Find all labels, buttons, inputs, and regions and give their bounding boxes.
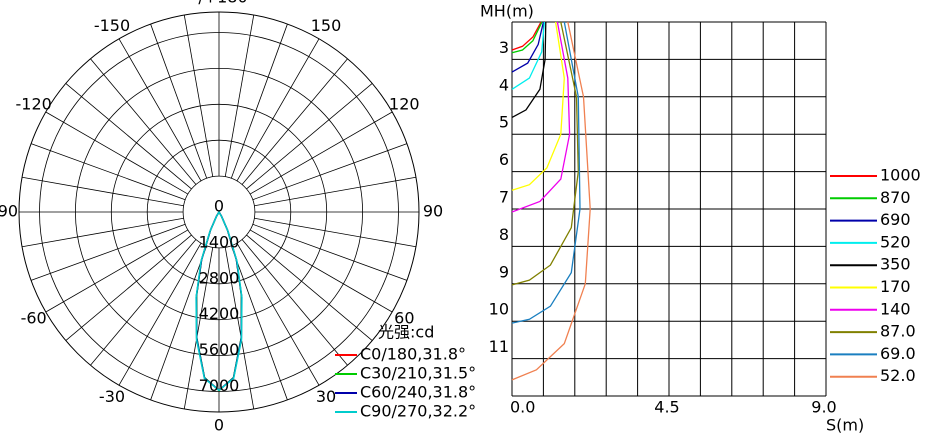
radial-tick-label: 2800 [199,268,240,287]
radial-tick-label: 1400 [199,232,240,251]
y-tick-label: 6 [499,150,509,169]
spoke [230,23,288,179]
spoke [246,83,373,190]
legend-label: 1000 [880,166,921,185]
spoke [150,245,208,401]
legend-label: 520 [880,232,911,251]
legend-label: 140 [880,299,911,318]
legend-label: C90/270,32.2° [360,402,476,421]
angle-label: 60 [394,309,414,328]
angle-label: -90 [0,202,18,221]
legend-label: 870 [880,188,911,207]
spoke [118,38,202,182]
y-tick-label: 10 [489,300,509,319]
spoke [254,176,417,207]
angle-label: 90 [423,202,443,221]
spoke [21,176,184,207]
isoline [511,21,565,191]
angle-label: -60 [21,309,47,328]
isoline [511,21,579,286]
spoke [183,14,214,177]
spoke [90,58,197,185]
legend-label: 52.0 [880,366,916,385]
angle-label: 150 [311,16,342,35]
angle-label: -120 [16,95,52,114]
spoke [45,111,189,195]
legend-label: 170 [880,277,911,296]
radial-tick-label: 5600 [199,340,240,359]
spoke [45,229,189,313]
isoline [511,21,542,51]
isoline [511,21,571,213]
x-tick-label: 0.0 [510,398,535,417]
spoke [246,234,373,341]
angle-label: -150 [94,16,130,35]
spoke [65,83,192,190]
spoke [236,38,320,182]
spoke [254,217,417,248]
y-axis-title: MH(m) [480,2,534,21]
spoke [236,242,320,386]
y-tick-label: 9 [499,262,509,281]
isoline [511,21,547,118]
spoke [230,245,288,401]
radial-tick-label: 0 [214,197,224,216]
radial-tick-label: 7000 [199,376,240,395]
legend-label: 690 [880,210,911,229]
isoline [511,21,545,73]
radial-tick-label: 4200 [199,304,240,323]
spoke [183,247,214,410]
spoke [252,143,408,201]
spoke [90,239,197,366]
angle-label: –/+180 [190,0,247,7]
spoke [65,234,192,341]
spoke [249,111,393,195]
angle-label: -30 [99,387,125,406]
legend-label: C60/240,31.8° [360,383,476,402]
legend-label: 350 [880,255,911,274]
legend-label: C0/180,31.8° [360,345,466,364]
intensity-curve [195,210,243,392]
y-tick-label: 5 [499,113,509,132]
y-tick-label: 7 [499,188,509,207]
isoline [511,21,543,54]
legend-label: 69.0 [880,344,916,363]
y-tick-label: 11 [489,337,509,356]
spoke [30,223,186,281]
legend-title: 光强:cd [378,323,434,342]
x-axis-title: S(m) [826,416,864,435]
spoke [30,143,186,201]
spoke [21,217,184,248]
spoke [241,58,348,185]
y-tick-label: 4 [499,75,509,94]
legend-label: C30/210,31.5° [360,364,476,383]
spoke [241,239,348,366]
x-tick-label: 4.5 [654,398,679,417]
y-tick-label: 3 [499,38,509,57]
isoline [511,21,546,90]
spoke [150,23,208,179]
y-tick-label: 8 [499,225,509,244]
isoline [511,21,591,381]
spoke [224,247,255,410]
angle-label: 120 [389,95,420,114]
spoke [252,223,408,281]
spoke [118,242,202,386]
legend-label: 87.0 [880,322,916,341]
isoline [511,21,581,324]
spoke [224,14,255,177]
x-tick-label: 9.0 [811,398,836,417]
angle-label: 0 [214,416,224,435]
angle-label: 30 [316,387,336,406]
spoke [249,229,393,313]
